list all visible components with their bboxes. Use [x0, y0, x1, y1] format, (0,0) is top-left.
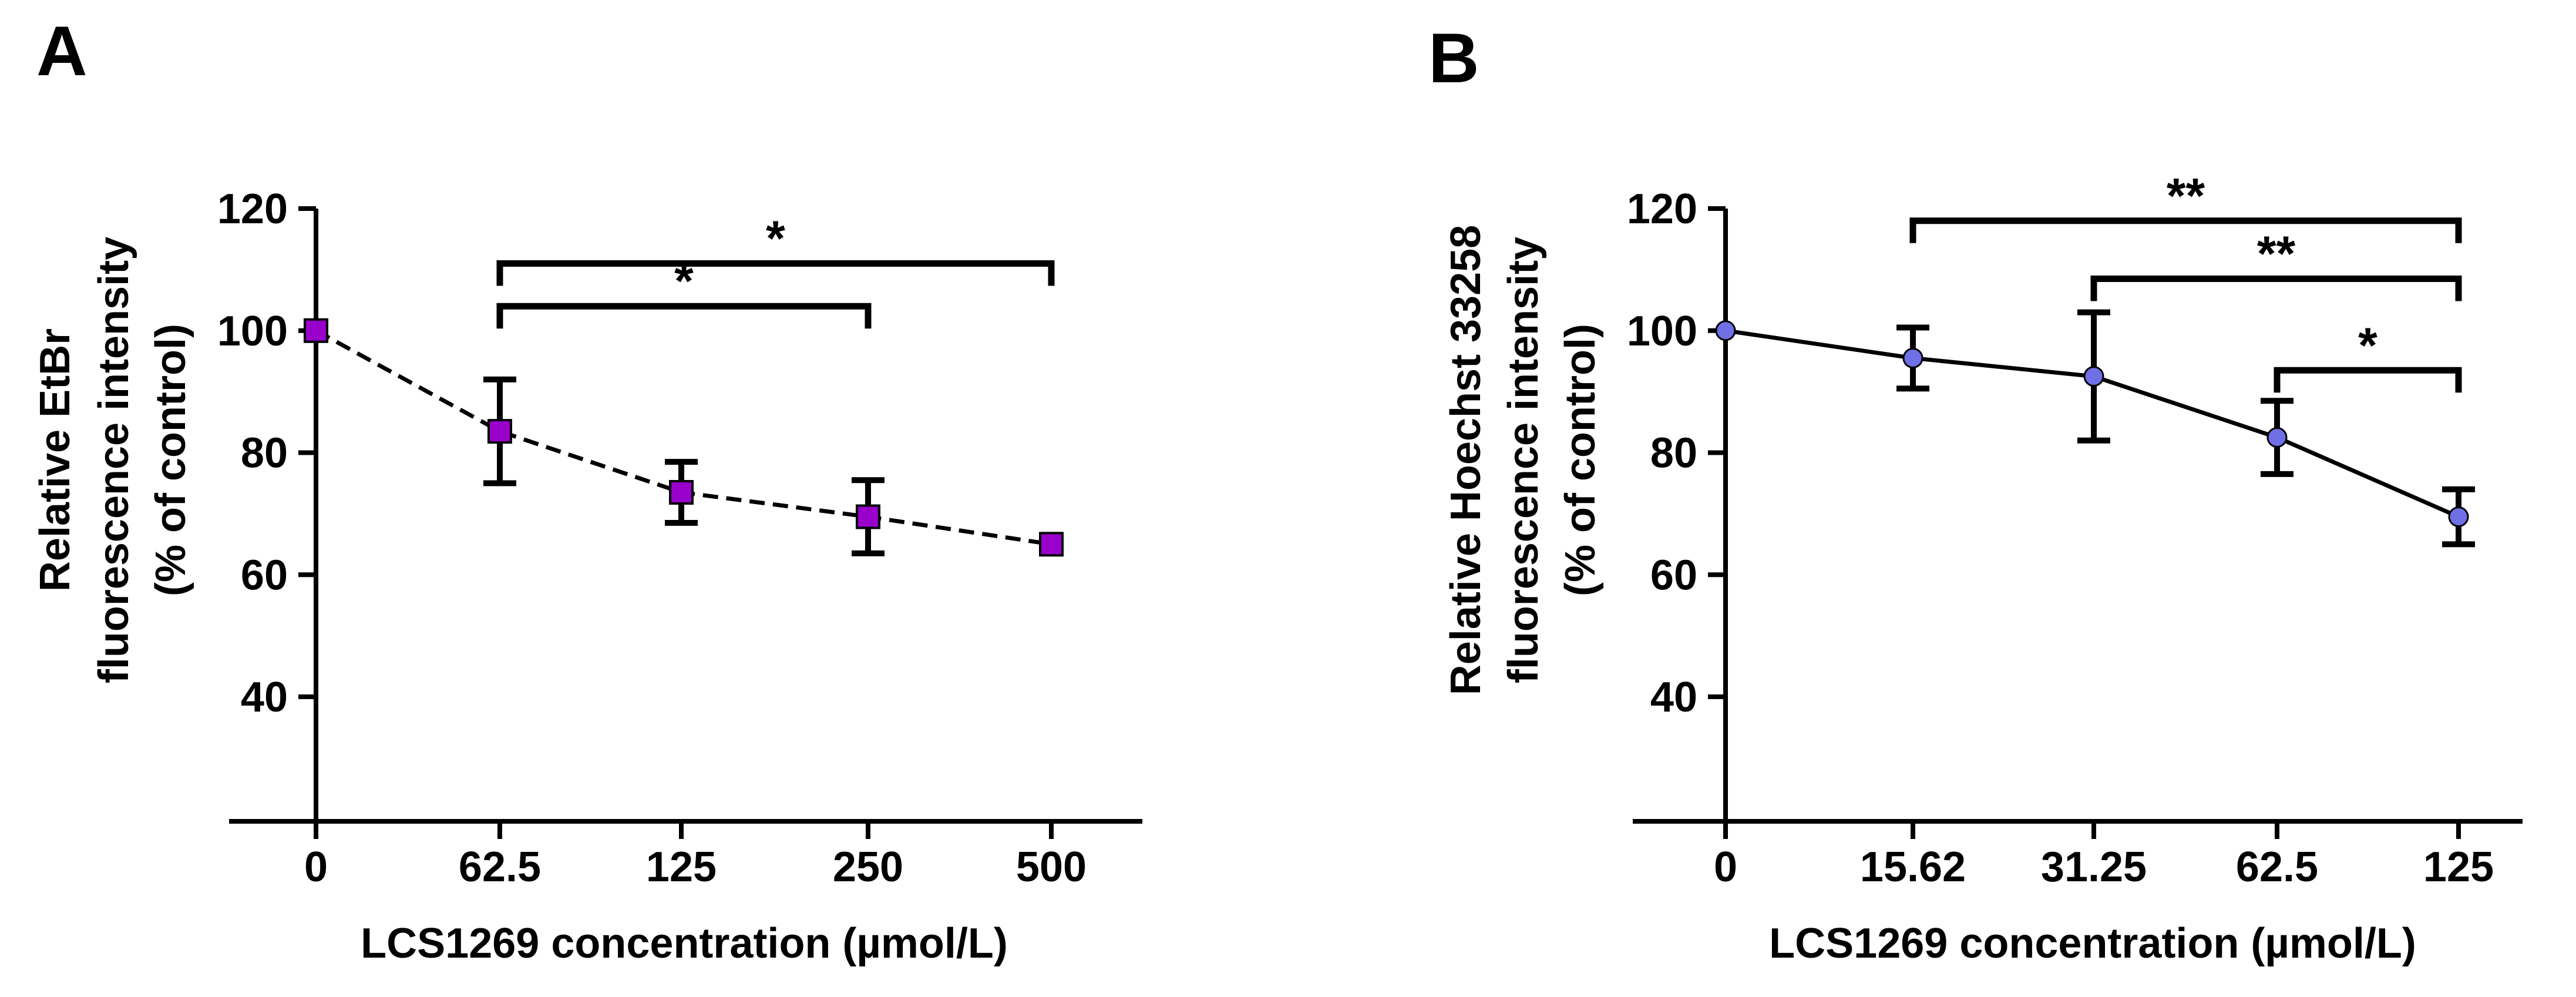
panel-b-letter: B	[1428, 19, 1479, 98]
panel-a-letter: A	[36, 12, 88, 90]
x-tick-label: 0	[1714, 844, 1737, 891]
significance-label: *	[2358, 317, 2377, 372]
significance-label: **	[2167, 168, 2205, 223]
data-point	[856, 504, 880, 529]
y-tick-label: 120	[1627, 186, 1697, 233]
significance-bracket	[2274, 367, 2462, 393]
y-tick-label: 60	[241, 552, 288, 599]
x-tick-label: 125	[646, 844, 717, 891]
x-tick-label: 62.5	[2236, 844, 2318, 891]
x-tick-label: 31.25	[2041, 844, 2147, 891]
significance-bracket	[496, 260, 1055, 286]
significance-bracket	[496, 303, 872, 329]
y-tick-label: 80	[241, 430, 288, 477]
y-axis-label-line: Relative Hoechst 33258	[1442, 225, 1489, 695]
x-tick-label: 0	[304, 844, 328, 891]
y-tick-label: 100	[217, 308, 288, 355]
x-axis-label: LCS1269 concentration (µmol/L)	[361, 920, 1008, 967]
panel-b: B 40 60 80 100 120 0 15.62 31.25 62.5 125LCS1269 …	[1428, 19, 2523, 967]
x-tick-label: 125	[2423, 844, 2494, 891]
data-point	[2083, 366, 2104, 387]
x-tick-label: 15.62	[1860, 844, 1966, 891]
data-point	[2448, 506, 2469, 528]
data-point	[1715, 320, 1736, 341]
data-point	[2266, 427, 2288, 448]
y-axis-label-line: (% of control)	[1557, 324, 1604, 596]
y-axis-label-line: fluorescence intensity	[90, 237, 137, 683]
data-point	[304, 318, 328, 343]
y-tick-label: 80	[1650, 430, 1697, 477]
x-tick-label: 500	[1016, 844, 1087, 891]
y-tick-label: 60	[1650, 552, 1697, 599]
significance-label: *	[766, 210, 785, 266]
data-point	[1902, 347, 1923, 368]
x-tick-label: 250	[833, 844, 903, 891]
significance-bracket	[2090, 275, 2462, 301]
data-point	[487, 419, 512, 444]
significance-label: **	[2257, 226, 2296, 281]
y-axis-label-line: Relative EtBr	[32, 328, 79, 592]
x-tick-label: 62.5	[459, 844, 541, 891]
y-tick-label: 120	[217, 186, 288, 233]
y-tick-label: 40	[241, 674, 288, 721]
y-tick-label: 40	[1650, 674, 1697, 721]
significance-bracket	[1909, 217, 2462, 243]
y-axis-label-line: (% of control)	[147, 324, 194, 596]
x-axis-label: LCS1269 concentration (µmol/L)	[1769, 920, 2416, 967]
data-point	[1039, 532, 1064, 557]
data-point	[669, 480, 694, 505]
y-tick-label: 100	[1627, 308, 1697, 355]
y-axis-label-line: fluorescence intensity	[1500, 237, 1547, 683]
